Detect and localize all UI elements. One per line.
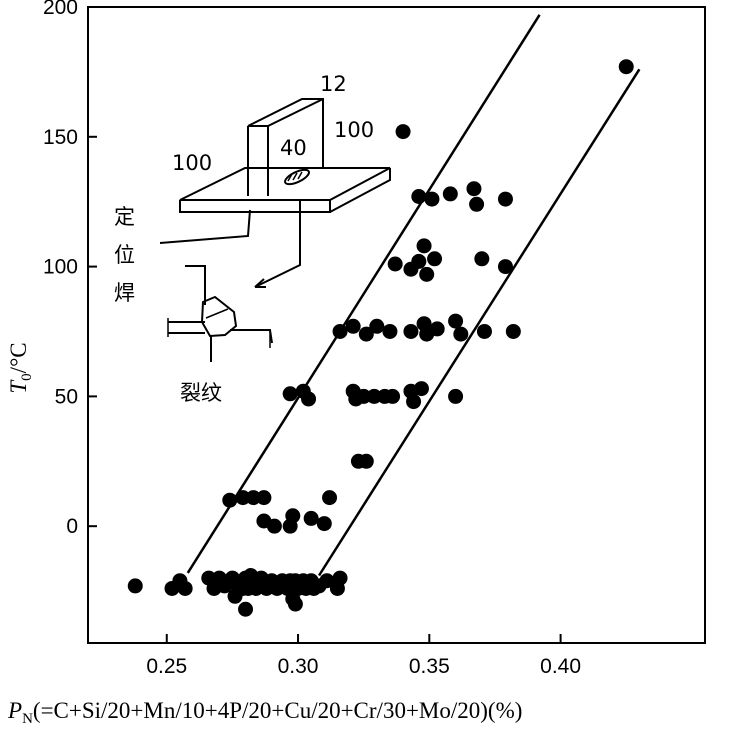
- data-point: [442, 186, 458, 202]
- data-point: [429, 321, 445, 337]
- data-point: [332, 323, 348, 339]
- data-point: [285, 508, 301, 524]
- data-point: [238, 601, 254, 617]
- label-tack-weld-3: 焊: [114, 281, 135, 305]
- data-point: [497, 259, 513, 275]
- data-points: [127, 59, 634, 617]
- label-crack: 裂纹: [180, 381, 222, 405]
- data-point: [366, 388, 382, 404]
- data-point: [358, 453, 374, 469]
- data-point: [411, 189, 427, 205]
- x-tick-label: 0.30: [278, 655, 319, 678]
- data-point: [322, 490, 338, 506]
- base-plate-front: [179, 200, 331, 213]
- x-axis-label: PN(=C+Si/20+Mn/10+4P/20+Cu/20+Cr/30+Mo/2…: [7, 698, 522, 727]
- plot-frame: [87, 6, 706, 644]
- dim-12: 12: [320, 72, 347, 96]
- x-tick-label: 0.35: [409, 655, 450, 678]
- data-point: [345, 318, 361, 334]
- data-point: [427, 251, 443, 267]
- tack-weld-bead: [284, 168, 310, 186]
- y-axis-ticks: 0 50 100 150 200: [43, 0, 97, 538]
- data-point: [230, 578, 246, 594]
- dim-100-right: 100: [334, 118, 374, 142]
- section-weld: [200, 295, 238, 338]
- y-tick-label: 0: [66, 515, 78, 538]
- arrow-head: [254, 278, 266, 288]
- x-tick-label: 0.40: [540, 655, 581, 678]
- data-point: [395, 124, 411, 140]
- base-plate-side: [329, 168, 391, 213]
- data-point: [448, 388, 464, 404]
- boundary-lines: [186, 14, 641, 577]
- data-point: [369, 318, 385, 334]
- data-point: [476, 323, 492, 339]
- data-point: [505, 323, 521, 339]
- boundary-line: [186, 14, 541, 574]
- data-point: [332, 570, 348, 586]
- data-point: [256, 490, 272, 506]
- web-plate: [247, 98, 324, 196]
- data-point: [303, 510, 319, 526]
- data-point: [385, 388, 401, 404]
- y-tick-label: 150: [43, 126, 78, 149]
- y-tick-label: 50: [55, 385, 78, 408]
- x-tick-label: 0.25: [146, 655, 187, 678]
- data-point: [282, 386, 298, 402]
- data-point: [424, 191, 440, 207]
- label-tack-weld-1: 定: [114, 205, 135, 229]
- data-point: [474, 251, 490, 267]
- data-point: [245, 490, 261, 506]
- data-point: [316, 516, 332, 532]
- data-point: [497, 191, 513, 207]
- data-point: [411, 253, 427, 269]
- data-point: [419, 266, 435, 282]
- data-point: [266, 518, 282, 534]
- data-point: [382, 323, 398, 339]
- y-axis-label: T0/°C: [6, 342, 35, 393]
- leader-line-tack: [159, 209, 251, 244]
- data-point: [287, 596, 303, 612]
- x-axis-ticks: 0.25 0.30 0.35 0.40: [146, 634, 581, 678]
- section-lines: [167, 318, 271, 348]
- data-point: [301, 391, 317, 407]
- crack-line: [205, 308, 229, 319]
- label-tack-weld-2: 位: [114, 243, 135, 267]
- dim-100-left: 100: [172, 151, 212, 175]
- weld-hatch: [287, 171, 303, 182]
- data-point: [177, 580, 193, 596]
- dim-40: 40: [280, 136, 307, 160]
- data-point: [413, 381, 429, 397]
- data-point: [235, 490, 251, 506]
- y-tick-label: 200: [43, 0, 78, 19]
- data-point: [618, 59, 634, 75]
- data-point: [358, 326, 374, 342]
- data-point: [416, 238, 432, 254]
- data-point: [448, 313, 464, 329]
- data-point: [453, 326, 469, 342]
- data-point: [356, 388, 372, 404]
- section-plate-vertical: [185, 265, 212, 362]
- specimen-illustration: [159, 98, 391, 362]
- boundary-line: [317, 68, 641, 577]
- data-point: [469, 196, 485, 212]
- data-point: [319, 573, 335, 589]
- data-point: [387, 256, 403, 272]
- section-plate-horizontal: [168, 321, 273, 344]
- data-point: [222, 492, 238, 508]
- data-point: [406, 394, 422, 410]
- leader-line-section: [254, 200, 301, 288]
- data-point: [466, 181, 482, 197]
- data-point: [127, 578, 143, 594]
- y-tick-label: 100: [43, 256, 78, 279]
- data-point: [403, 323, 419, 339]
